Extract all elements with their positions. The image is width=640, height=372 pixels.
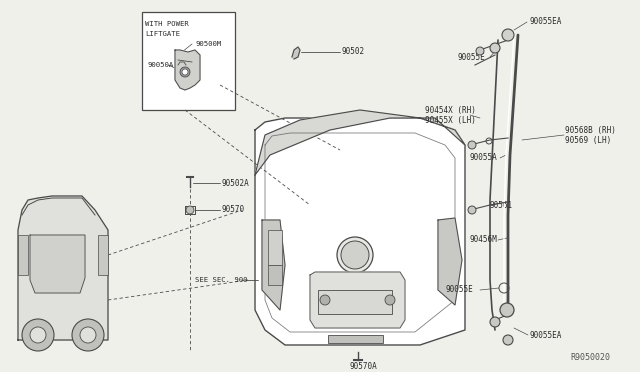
Circle shape <box>490 317 500 327</box>
Bar <box>18 235 28 275</box>
Circle shape <box>186 206 194 214</box>
Circle shape <box>500 303 514 317</box>
Circle shape <box>502 29 514 41</box>
Circle shape <box>182 69 188 75</box>
Text: 90050A: 90050A <box>148 62 174 68</box>
Polygon shape <box>255 118 465 345</box>
Text: 90454X (RH): 90454X (RH) <box>425 106 476 115</box>
Bar <box>98 235 108 275</box>
Circle shape <box>341 241 369 269</box>
Text: 90569 (LH): 90569 (LH) <box>565 135 611 144</box>
Text: SEE SEC. 900: SEE SEC. 900 <box>195 277 248 283</box>
Text: 90456M: 90456M <box>470 235 498 244</box>
Bar <box>142 12 235 110</box>
Circle shape <box>468 141 476 149</box>
Polygon shape <box>175 50 200 90</box>
Text: 90561: 90561 <box>490 201 513 209</box>
Polygon shape <box>292 47 300 59</box>
Polygon shape <box>255 110 465 175</box>
Text: 90055EA: 90055EA <box>530 17 563 26</box>
Text: 90502: 90502 <box>341 48 364 57</box>
Circle shape <box>490 43 500 53</box>
Text: R9050020: R9050020 <box>570 353 610 362</box>
Circle shape <box>22 319 54 351</box>
Polygon shape <box>310 272 405 328</box>
Bar <box>328 335 383 343</box>
Circle shape <box>385 295 395 305</box>
Text: 90500M: 90500M <box>195 41 221 47</box>
Circle shape <box>503 335 513 345</box>
Text: 90055EA: 90055EA <box>530 330 563 340</box>
Text: LIFTGATE: LIFTGATE <box>145 31 180 37</box>
Circle shape <box>30 327 46 343</box>
Text: 90455X (LH): 90455X (LH) <box>425 115 476 125</box>
Circle shape <box>80 327 96 343</box>
Polygon shape <box>30 235 85 293</box>
Text: 90055A: 90055A <box>470 154 498 163</box>
Text: WITH POWER: WITH POWER <box>145 21 189 27</box>
Text: 90568B (RH): 90568B (RH) <box>565 125 616 135</box>
Text: 90570A: 90570A <box>349 362 377 371</box>
Bar <box>268 265 282 285</box>
Circle shape <box>320 295 330 305</box>
Text: 90055E: 90055E <box>445 285 473 295</box>
Text: 90502A: 90502A <box>222 179 250 187</box>
Bar <box>318 290 392 314</box>
Text: 90055E: 90055E <box>458 52 486 61</box>
Text: 90570: 90570 <box>222 205 245 215</box>
Circle shape <box>337 237 373 273</box>
Bar <box>268 230 282 265</box>
Circle shape <box>72 319 104 351</box>
Polygon shape <box>262 220 285 310</box>
Circle shape <box>476 47 484 55</box>
Circle shape <box>180 67 190 77</box>
Polygon shape <box>438 218 462 305</box>
Polygon shape <box>18 196 108 340</box>
Circle shape <box>468 206 476 214</box>
